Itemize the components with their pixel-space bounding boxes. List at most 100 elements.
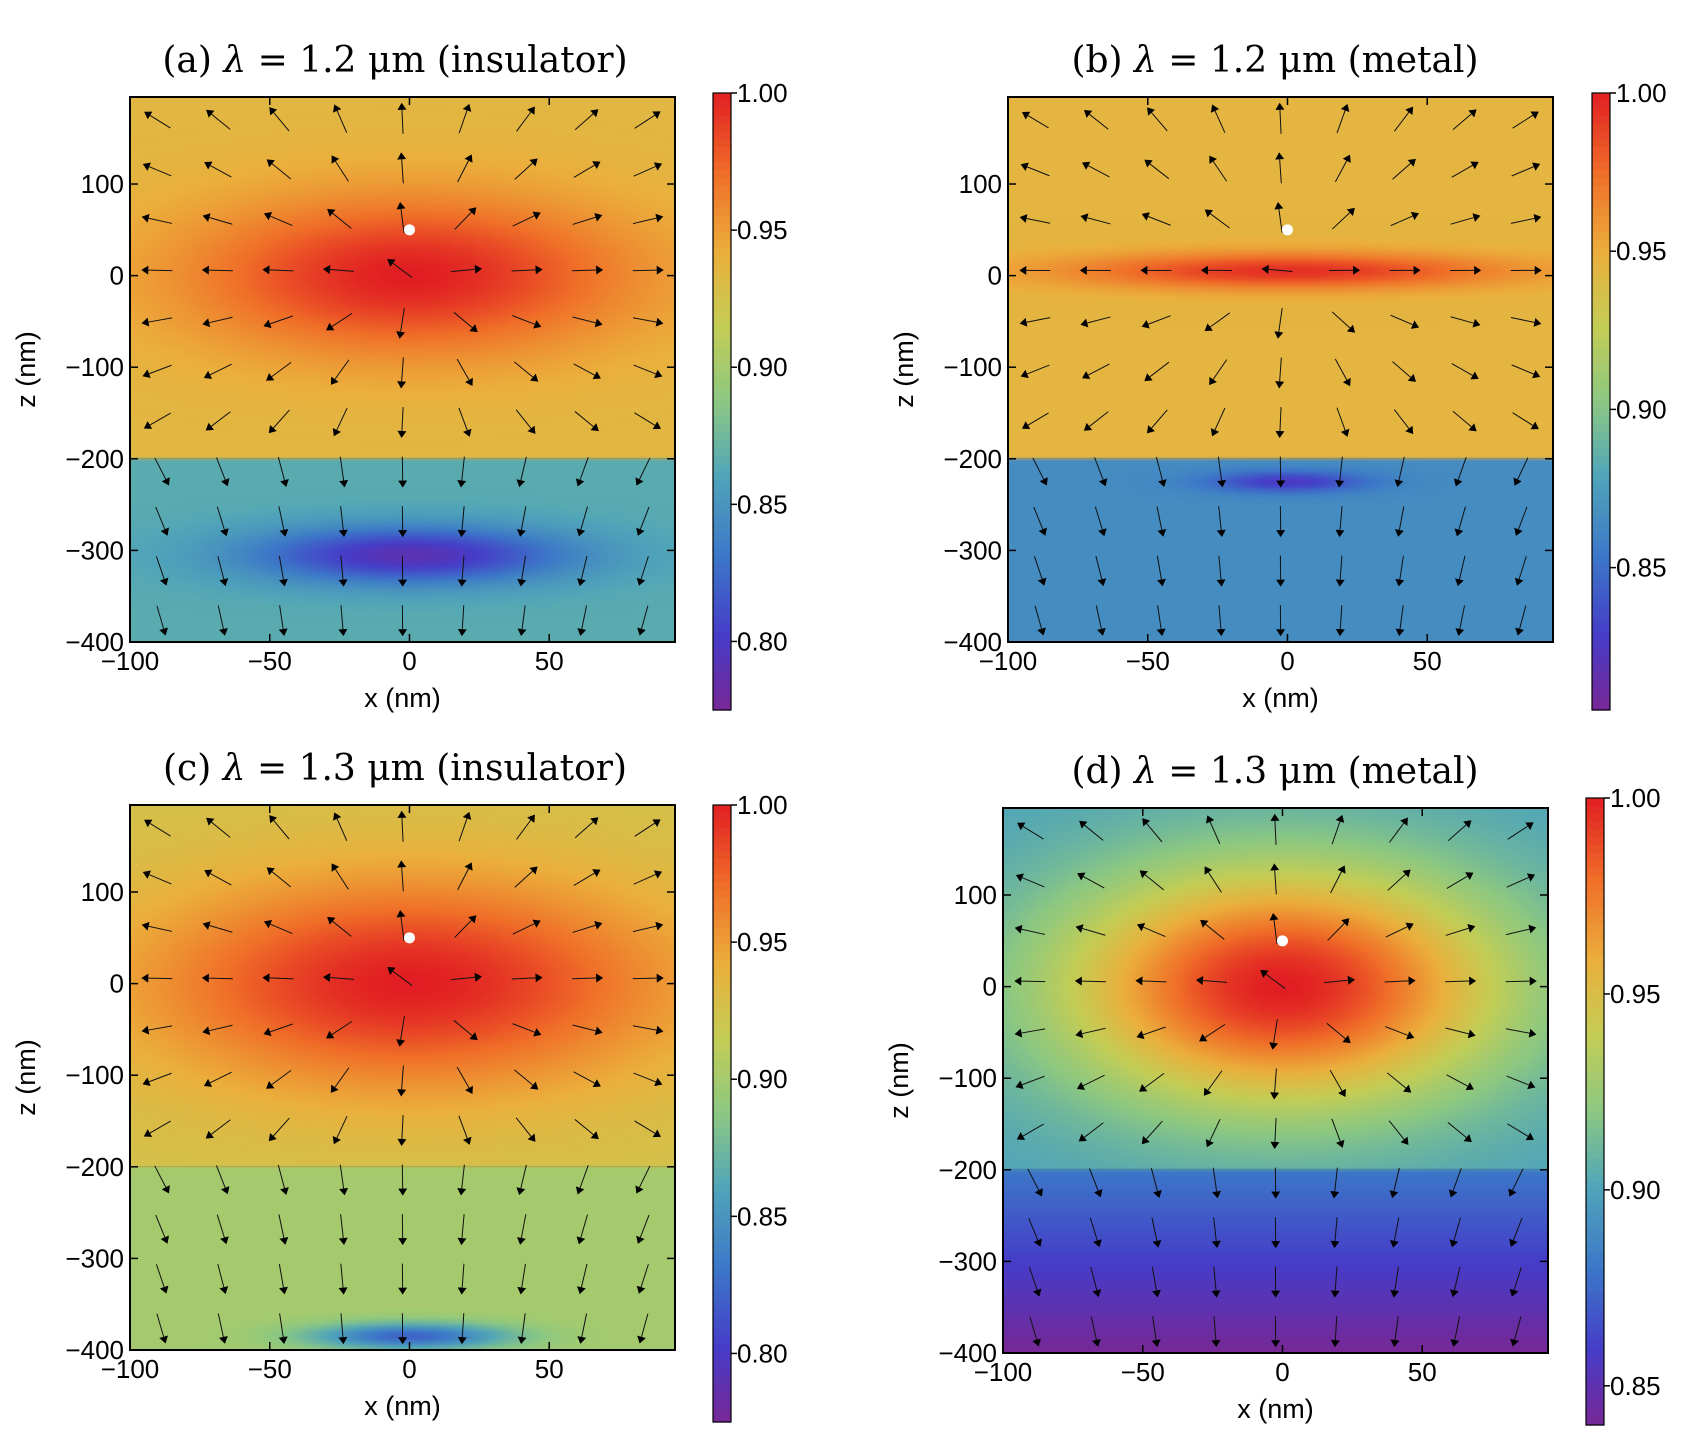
- streamline-segment: [521, 1263, 526, 1288]
- colorbar-segment: [713, 93, 731, 102]
- colorbar-segment: [1592, 463, 1610, 472]
- field-arrow: [517, 1336, 527, 1345]
- streamline-segment: [148, 317, 173, 323]
- colorbar-segment: [1592, 146, 1610, 156]
- y-tick-label: 100: [954, 880, 997, 910]
- streamline-segment: [332, 212, 352, 229]
- colorbar: 1.00 0.95 0.90 0.85 0.80: [712, 78, 788, 711]
- streamline-segment: [1445, 1027, 1469, 1035]
- field-arrow: [1096, 627, 1106, 636]
- field-arrow: [1076, 1081, 1086, 1090]
- field-arrow: [142, 369, 151, 378]
- colorbar-segment: [1586, 978, 1604, 987]
- streamline-segment: [1089, 1217, 1098, 1241]
- field-arrow: [1513, 477, 1522, 486]
- field-arrow: [1094, 1189, 1103, 1198]
- streamline-segment: [400, 208, 405, 233]
- streamline-segment: [273, 112, 290, 132]
- x-axis-label: x (nm): [1242, 683, 1319, 713]
- field-arrow: [1216, 529, 1226, 538]
- streamline-segment: [641, 1313, 649, 1337]
- colorbar-segment: [713, 424, 731, 433]
- field-arrow: [516, 1237, 526, 1245]
- colorbar-segment: [1586, 1072, 1604, 1081]
- field-arrow: [462, 811, 472, 820]
- colorbar-segment: [1586, 805, 1604, 815]
- colorbar-segment: [1586, 1276, 1604, 1285]
- field-arrow: [1152, 1289, 1161, 1298]
- field-arrow: [327, 208, 336, 217]
- field-arrow: [338, 1336, 348, 1345]
- streamline-segment: [1149, 361, 1170, 378]
- field-arrow: [576, 1286, 586, 1295]
- title-prefix: (c): [163, 748, 223, 789]
- field-arrow: [1269, 913, 1279, 921]
- colorbar-segment: [713, 609, 731, 619]
- streamline-segment: [1089, 113, 1109, 130]
- colorbar-tick-label: 0.95: [737, 215, 788, 245]
- colorbar-segment: [1586, 907, 1604, 917]
- streamline-segment: [1146, 1120, 1163, 1140]
- field-arrow: [590, 817, 599, 826]
- field-arrow: [205, 1130, 215, 1139]
- streamline-segment: [217, 605, 224, 630]
- streamline-segment: [521, 1313, 526, 1338]
- streamline-segment: [269, 1023, 293, 1033]
- title-symbol: λ: [1132, 40, 1157, 81]
- field-arrow: [464, 154, 473, 163]
- field-arrow: [159, 627, 168, 636]
- streamline-segment: [458, 1115, 468, 1139]
- field-arrow: [142, 162, 151, 171]
- streamline-segment: [1393, 1217, 1400, 1242]
- field-arrow: [159, 1285, 169, 1294]
- colorbar-segment: [1586, 1385, 1604, 1395]
- field-arrow: [656, 265, 664, 275]
- colorbar-tick-label: 0.95: [1616, 236, 1667, 266]
- colorbar-segment: [1592, 93, 1610, 102]
- field-arrow: [141, 921, 150, 931]
- field-arrow: [1468, 109, 1477, 118]
- field-arrow: [1098, 528, 1107, 537]
- streamline-segment: [1144, 1073, 1165, 1088]
- colorbar-segment: [713, 386, 731, 395]
- field-arrow: [1019, 265, 1027, 275]
- streamline-segment: [1207, 1070, 1223, 1091]
- streamline-segment: [1446, 875, 1468, 889]
- field-arrow: [1080, 213, 1089, 223]
- colorbar-segment: [713, 548, 731, 557]
- field-arrow: [1269, 1042, 1279, 1050]
- field-arrow: [398, 1337, 408, 1345]
- field-arrow: [398, 1238, 408, 1246]
- streamline-segment: [269, 977, 294, 980]
- colorbar-segment: [713, 478, 731, 487]
- field-arrow: [1525, 1132, 1534, 1141]
- colorbar-segment: [1592, 455, 1610, 464]
- colorbar-segment: [1586, 860, 1604, 870]
- streamline-segment: [329, 268, 354, 272]
- field-arrow: [1156, 578, 1166, 587]
- field-arrow: [1335, 480, 1345, 488]
- colorbar-tick-label: 0.90: [1610, 1175, 1661, 1205]
- field-arrow: [280, 1187, 289, 1195]
- streamline-segment: [580, 506, 588, 530]
- field-arrow: [1141, 212, 1150, 221]
- streamline-segment: [340, 1313, 344, 1338]
- streamline-segment: [1021, 980, 1046, 983]
- field-arrow: [592, 869, 601, 878]
- streamline-segment: [632, 317, 657, 323]
- colorbar-segment: [713, 1414, 731, 1423]
- streamline-segment: [1151, 112, 1168, 132]
- colorbar-segment: [1586, 1370, 1604, 1379]
- streamline-segment: [1026, 364, 1050, 375]
- field-arrow: [206, 817, 215, 826]
- streamline-segment: [1021, 1028, 1046, 1034]
- streamline-segment: [1214, 110, 1226, 133]
- streamline-segment: [156, 1313, 165, 1337]
- colorbar-segment: [713, 347, 731, 356]
- field-arrow: [457, 1336, 467, 1345]
- streamline-segment: [1331, 311, 1351, 329]
- colorbar-segment: [1586, 1174, 1604, 1183]
- y-axis-label: z (nm): [11, 331, 41, 408]
- colorbar-segment: [1586, 923, 1604, 932]
- field-arrow: [143, 1129, 153, 1137]
